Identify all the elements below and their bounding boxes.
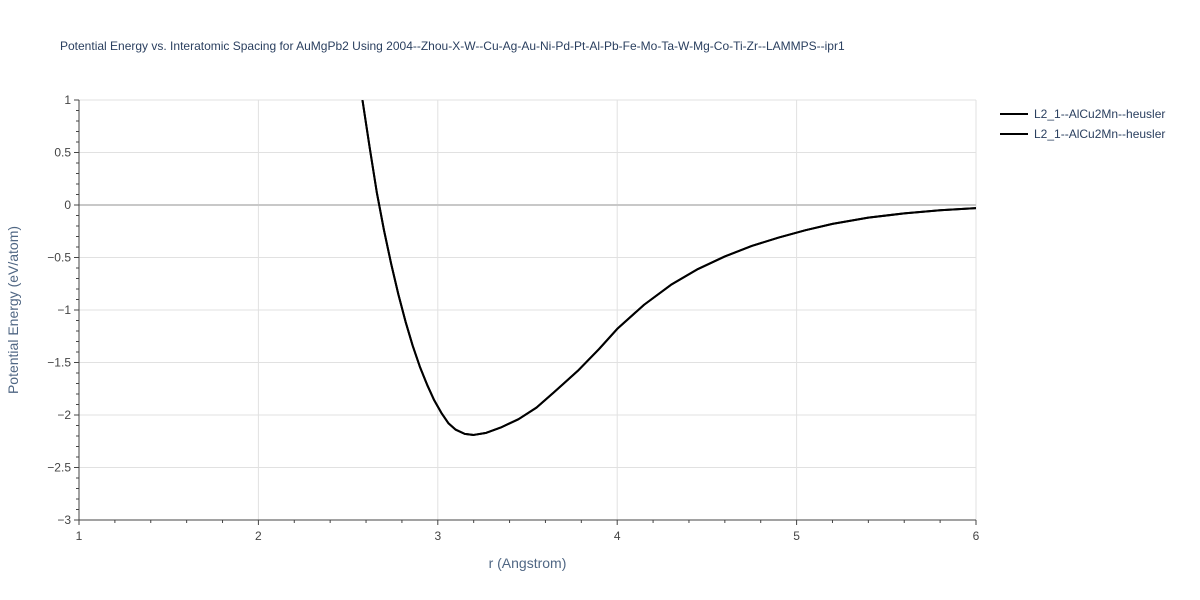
legend-item-1[interactable]: L2_1--AlCu2Mn--heusler [1000, 107, 1165, 121]
y-tick-label: 0 [64, 198, 71, 212]
x-tick-label: 2 [255, 529, 262, 543]
axes [74, 99, 977, 525]
x-tick-label: 1 [76, 529, 83, 543]
legend-label: L2_1--AlCu2Mn--heusler [1034, 107, 1165, 121]
x-tick-label: 3 [434, 529, 441, 543]
y-tick-label: −0.5 [47, 251, 71, 265]
series-line-2 [361, 100, 976, 436]
y-tick-label: −1.5 [47, 356, 71, 370]
series-lines [361, 100, 976, 436]
series-line-1 [361, 100, 976, 436]
chart-title: Potential Energy vs. Interatomic Spacing… [60, 39, 845, 53]
x-axis-title: r (Angstrom) [489, 555, 567, 571]
x-tick-labels: 1 2 3 4 5 6 [76, 529, 980, 543]
x-tick-label: 6 [973, 529, 980, 543]
x-tick-label: 5 [793, 529, 800, 543]
x-tick-label: 4 [614, 529, 621, 543]
legend-label: L2_1--AlCu2Mn--heusler [1034, 127, 1165, 141]
legend[interactable]: L2_1--AlCu2Mn--heusler L2_1--AlCu2Mn--heu… [1000, 107, 1165, 141]
y-tick-label: −1 [57, 303, 71, 317]
y-tick-label: −2 [57, 408, 71, 422]
y-tick-labels: 1 0.5 0 −0.5 −1 −1.5 −2 −2.5 −3 [47, 93, 71, 527]
legend-item-2[interactable]: L2_1--AlCu2Mn--heusler [1000, 127, 1165, 141]
y-tick-label: 1 [64, 93, 71, 107]
y-tick-label: −2.5 [47, 461, 71, 475]
y-axis-title: Potential Energy (eV/atom) [5, 226, 21, 394]
y-tick-label: −3 [57, 513, 71, 527]
y-tick-label: 0.5 [54, 146, 71, 160]
grid-lines [79, 99, 977, 520]
